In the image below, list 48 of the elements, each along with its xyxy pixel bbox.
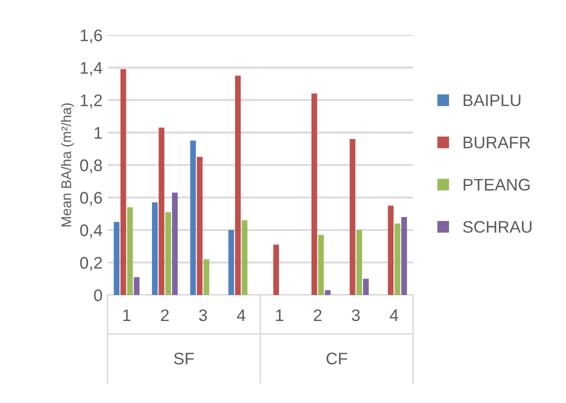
y-axis-title: Mean BA/ha (m²/ha)	[61, 103, 74, 226]
y-tick-label: 0,2	[80, 256, 102, 271]
y-tick-label: 1,4	[80, 62, 102, 76]
bar	[350, 139, 356, 295]
bar	[152, 202, 158, 295]
bar	[242, 220, 248, 295]
bar	[235, 76, 241, 295]
bar	[388, 206, 394, 295]
text: SF	[174, 352, 194, 364]
bar	[196, 156, 203, 295]
bar	[190, 140, 196, 295]
legend-label: BURAFR	[464, 136, 530, 148]
x-tick-label: 2	[161, 309, 169, 321]
x-tick-label: 3	[352, 309, 360, 322]
legend-label: PTEANG	[464, 178, 530, 191]
bar	[127, 207, 133, 295]
y-tick-label: 0,8	[80, 159, 102, 174]
bar	[114, 222, 120, 295]
bar	[120, 69, 126, 295]
legend-label: SCHRAU	[463, 221, 532, 233]
bar	[394, 224, 400, 295]
bar	[172, 192, 178, 295]
bar	[401, 217, 407, 295]
bar	[273, 244, 279, 295]
y-tick-label: 0,6	[80, 192, 102, 206]
bar	[165, 212, 172, 295]
bar	[363, 278, 369, 295]
bar	[311, 94, 318, 295]
bar	[158, 128, 164, 295]
y-tick-label: 1,2	[80, 94, 102, 108]
y-tick-label: 0,4	[80, 224, 102, 238]
x-tick-label: 2	[314, 309, 322, 321]
x-tick-label: 1	[276, 309, 284, 321]
text: CF	[326, 352, 348, 364]
legend-label: BAIPLU	[464, 94, 520, 106]
bar	[228, 230, 234, 295]
y-tick-label: 1,6	[80, 29, 102, 44]
x-tick-label: 1	[123, 309, 130, 321]
x-tick-label: 4	[237, 309, 246, 321]
bar	[134, 277, 140, 295]
x-tick-label: 4	[390, 309, 398, 321]
bar	[318, 234, 324, 295]
bar	[324, 290, 331, 295]
bar	[356, 230, 362, 295]
x-tick-label: 3	[199, 309, 207, 322]
y-tick-label: 0	[94, 289, 102, 302]
y-tick-label: 1	[94, 127, 102, 139]
bar	[204, 259, 210, 295]
